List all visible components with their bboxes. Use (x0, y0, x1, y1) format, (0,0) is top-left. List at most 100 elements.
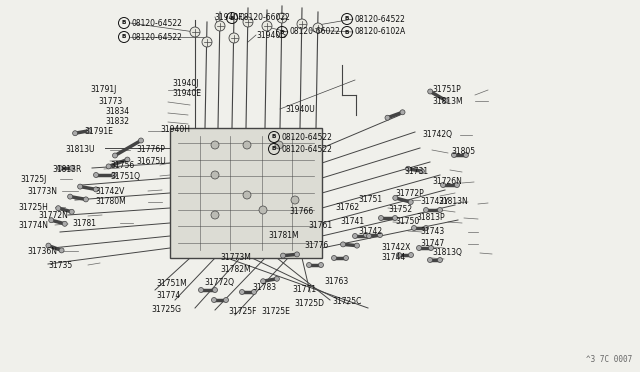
Circle shape (211, 141, 219, 149)
Text: 31813Q: 31813Q (432, 248, 462, 257)
Text: 08120-64522: 08120-64522 (282, 144, 332, 154)
Circle shape (211, 211, 219, 219)
Text: 31772Q: 31772Q (204, 279, 234, 288)
Text: B: B (272, 135, 276, 140)
Text: 31742V: 31742V (95, 186, 124, 196)
Text: 31776P: 31776P (136, 145, 165, 154)
Circle shape (275, 141, 283, 149)
Circle shape (113, 153, 118, 158)
Circle shape (451, 153, 456, 157)
Text: 31773: 31773 (98, 97, 122, 106)
Circle shape (277, 13, 287, 23)
Circle shape (400, 110, 405, 115)
Circle shape (239, 289, 244, 295)
Circle shape (49, 218, 54, 223)
Text: 08120-64522: 08120-64522 (355, 15, 405, 23)
Text: 31940J: 31940J (172, 78, 198, 87)
Circle shape (59, 248, 64, 253)
Text: 31940U: 31940U (285, 105, 315, 113)
Text: 31940G: 31940G (256, 31, 286, 39)
Circle shape (243, 17, 253, 27)
Circle shape (440, 183, 445, 187)
Circle shape (211, 171, 219, 179)
Circle shape (223, 298, 228, 302)
Text: B: B (345, 16, 349, 22)
Text: 08120-64522: 08120-64522 (131, 19, 182, 28)
Circle shape (463, 153, 468, 157)
Text: 31744: 31744 (381, 253, 405, 263)
Text: 31774N: 31774N (18, 221, 48, 230)
Text: 08120-66022: 08120-66022 (239, 13, 291, 22)
Text: B: B (345, 29, 349, 35)
Text: 31772N: 31772N (38, 212, 68, 221)
Text: 31813N: 31813N (438, 198, 468, 206)
Text: 08120-64522: 08120-64522 (131, 32, 182, 42)
Circle shape (319, 263, 323, 267)
Text: 31791J: 31791J (90, 86, 116, 94)
Circle shape (56, 206, 61, 211)
Text: 31782M: 31782M (220, 266, 251, 275)
Circle shape (428, 89, 433, 94)
Circle shape (291, 196, 299, 204)
Text: 31791E: 31791E (84, 126, 113, 135)
Circle shape (62, 221, 67, 226)
Circle shape (68, 194, 72, 199)
Circle shape (412, 225, 417, 231)
Circle shape (202, 37, 212, 47)
Text: 31813M: 31813M (432, 96, 463, 106)
Text: 31762: 31762 (335, 203, 359, 212)
Text: B: B (122, 35, 126, 39)
Text: 31813R: 31813R (52, 164, 81, 173)
Text: 31751Q: 31751Q (110, 171, 140, 180)
Circle shape (260, 279, 266, 284)
Circle shape (297, 19, 307, 29)
Circle shape (444, 98, 448, 103)
Text: 31751P: 31751P (432, 86, 461, 94)
Circle shape (340, 242, 346, 247)
Circle shape (46, 243, 51, 248)
Text: 08120-64522: 08120-64522 (282, 132, 332, 141)
Text: 31813P: 31813P (416, 214, 445, 222)
Circle shape (393, 195, 398, 201)
Text: 31783: 31783 (252, 282, 276, 292)
Circle shape (93, 173, 99, 177)
Text: 31776: 31776 (304, 241, 328, 250)
Text: 31761: 31761 (308, 221, 332, 230)
Text: 31725D: 31725D (294, 299, 324, 308)
Circle shape (454, 183, 460, 187)
Circle shape (229, 33, 239, 43)
Circle shape (138, 138, 143, 143)
Text: 31832: 31832 (105, 116, 129, 125)
Text: 31742X: 31742X (381, 243, 410, 251)
Circle shape (378, 232, 383, 237)
Circle shape (243, 191, 251, 199)
Text: 31756: 31756 (110, 160, 134, 170)
Text: 31731: 31731 (404, 167, 428, 176)
Text: B: B (122, 20, 126, 26)
Text: 31736N: 31736N (27, 247, 57, 256)
Circle shape (106, 164, 111, 169)
Text: 31813U: 31813U (65, 145, 95, 154)
Circle shape (72, 131, 77, 136)
Circle shape (215, 21, 225, 31)
Circle shape (355, 243, 360, 248)
Text: 31725J: 31725J (20, 174, 46, 183)
Circle shape (364, 232, 369, 237)
Circle shape (125, 157, 130, 162)
Text: 31742: 31742 (358, 227, 382, 235)
Circle shape (93, 187, 99, 192)
Circle shape (424, 225, 429, 231)
Text: 31752: 31752 (388, 205, 412, 215)
Circle shape (397, 253, 401, 257)
Bar (170, 128, 322, 258)
Text: 31940E: 31940E (172, 90, 201, 99)
Circle shape (86, 128, 92, 133)
Circle shape (438, 257, 442, 263)
Circle shape (77, 184, 83, 189)
Text: 31773N: 31773N (27, 186, 57, 196)
Circle shape (212, 288, 218, 292)
Circle shape (211, 298, 216, 302)
Text: 31725G: 31725G (151, 305, 181, 314)
Text: 31742Y: 31742Y (420, 198, 449, 206)
Circle shape (353, 234, 358, 238)
